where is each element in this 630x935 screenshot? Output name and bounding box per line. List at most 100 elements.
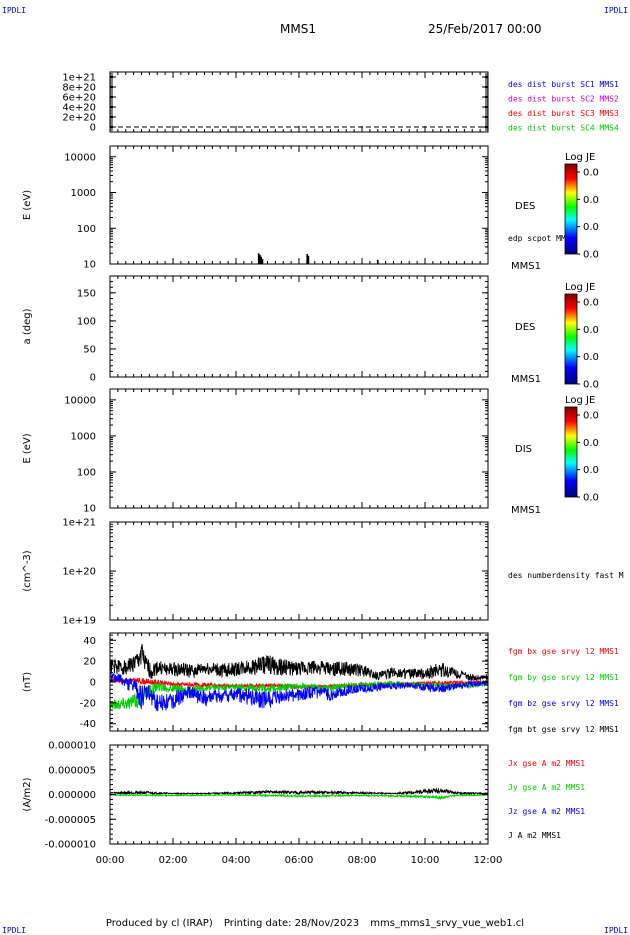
y-axis-label: E (eV) (22, 190, 33, 220)
legend-entry: des dist burst SC2 MMS2 (508, 95, 619, 104)
y-tick-label: 1e+21 (62, 73, 96, 84)
y-axis-label: E (eV) (22, 433, 33, 463)
y-tick-label: -20 (80, 698, 96, 709)
panel-des-pitch: 0 50 100 150 a (deg) DES MMS1 Log JE 0.0 0.0 0.0 0.… (22, 275, 599, 391)
x-tick-label: 00:00 (96, 855, 125, 866)
panel-frame (109, 145, 489, 265)
panel-frame (109, 275, 489, 378)
colorbar-tick-label: 0.0 (583, 438, 599, 449)
y-tick-label: 0.000000 (48, 790, 96, 801)
series-fgm-bz-gse-srvy-l2-mms1 (110, 672, 488, 712)
spacecraft-title: MMS1 (280, 22, 316, 36)
legend-entry: fgm bt gse srvy l2 MMS1 (508, 725, 619, 734)
y-tick-label: 100 (77, 467, 96, 478)
x-tick-label: 12:00 (474, 855, 503, 866)
y-tick-label: 10000 (64, 395, 96, 406)
y-tick-label: 50 (83, 344, 96, 355)
panel-des-energy: 10 100 1000 10000 E (eV) DES edp scpot MMS1 MMS… (22, 145, 599, 272)
panel-frame (109, 388, 489, 509)
footer-product: mms_mms1_srvy_vue_web1.cl (370, 918, 525, 929)
corner-label-bottom-right: IPDLI (604, 926, 629, 935)
instrument-label: DIS (515, 444, 532, 455)
panel-des-energy-data (257, 253, 379, 264)
y-tick-label: 0.000005 (48, 765, 96, 776)
legend-entry: edp scpot MMS1 (508, 234, 576, 243)
legend-entry: fgm bz gse srvy l2 MMS1 (508, 699, 619, 708)
legend-entry: des dist burst SC3 MMS3 (508, 109, 619, 118)
y-axis-label: (A/m2) (22, 777, 33, 811)
instrument-label: DES (515, 322, 535, 333)
colorbar (564, 163, 578, 255)
mms-label: MMS1 (511, 505, 541, 516)
footer: Produced by cl (IRAP) Printing date: 28/… (0, 918, 630, 929)
y-tick-label: 0 (90, 373, 96, 384)
colorbar-tick-label: 0.0 (583, 298, 599, 309)
colorbar-tick-label: 0.0 (583, 380, 599, 391)
y-tick-label: 4e+20 (62, 103, 96, 114)
y-tick-label: 1e+20 (62, 567, 96, 578)
panel-fgm-data (110, 643, 488, 712)
footer-printing-date: Printing date: 28/Nov/2023 (223, 918, 360, 929)
instrument-label: DES (515, 201, 535, 212)
date-title: 25/Feb/2017 00:00 (428, 22, 542, 36)
colorbar (564, 293, 578, 385)
legend-entry: des dist burst SC1 MMS1 (508, 80, 619, 89)
y-tick-label: 0 (90, 123, 96, 134)
y-tick-label: 6e+20 (62, 93, 96, 104)
y-tick-label: 10 (83, 504, 96, 515)
y-tick-label: 1000 (71, 431, 96, 442)
panel-density: 1e+19 1e+20 1e+21 (cm^-3) des numberdensity … (22, 518, 624, 627)
colorbar-tick-label: 0.0 (583, 168, 599, 179)
y-tick-label: 10000 (64, 152, 96, 163)
x-tick-label: 08:00 (348, 855, 377, 866)
colorbar-title: Log JE (565, 282, 595, 293)
y-axis-label: (nT) (22, 672, 33, 692)
corner-label-top-right: IPDLI (604, 6, 629, 15)
colorbar-tick-label: 0.0 (583, 465, 599, 476)
y-tick-label: 20 (83, 657, 96, 668)
x-tick-label: 04:00 (222, 855, 251, 866)
legend-entry: Jz gse A m2 MMS1 (508, 807, 585, 816)
legend-entry: des dist burst SC4 MMS4 (508, 124, 619, 133)
y-tick-label: 2e+20 (62, 113, 96, 124)
y-tick-label: -0.000010 (45, 840, 96, 851)
x-tick-label: 06:00 (285, 855, 314, 866)
y-tick-label: 0 (90, 678, 96, 689)
panel-frame (109, 71, 489, 133)
panel-fgm: -40 -20 0 20 40 (nT) fgm bx gse srvy l2 MMS1 fg… (22, 632, 619, 734)
y-tick-label: 1e+19 (62, 616, 96, 627)
y-tick-label: 0.000010 (48, 741, 96, 752)
colorbar-tick-label: 0.0 (583, 493, 599, 504)
legend-entry: des numberdensity fast M (508, 571, 624, 580)
y-tick-label: 1e+21 (62, 518, 96, 529)
panel-current: -0.000010 -0.000005 0.000000 0.000005 0.0000… (22, 741, 585, 867)
x-tick-label: 10:00 (411, 855, 440, 866)
y-tick-label: 40 (83, 636, 96, 647)
y-tick-label: 1000 (71, 188, 96, 199)
colorbar-tick-label: 0.0 (583, 325, 599, 336)
legend-entry: fgm bx gse srvy l2 MMS1 (508, 647, 619, 656)
mms-label: MMS1 (511, 261, 541, 272)
series-jy-gse-a-m2-mms1 (110, 793, 488, 801)
legend-entry: Jy gse A m2 MMS1 (508, 783, 585, 792)
y-axis-label: a (deg) (22, 308, 33, 344)
legend-entry: J A m2 MMS1 (508, 831, 561, 840)
panel-frame (109, 521, 489, 621)
colorbar-tick-label: 0.0 (583, 250, 599, 261)
legend-entry: Jx gse A m2 MMS1 (508, 759, 585, 768)
panel-frame (109, 744, 489, 845)
footer-produced-by: Produced by cl (IRAP) (105, 918, 213, 929)
y-axis-label: (cm^-3) (22, 550, 33, 591)
colorbar (564, 406, 578, 498)
y-tick-label: 100 (77, 224, 96, 235)
y-tick-label: 10 (83, 260, 96, 271)
legend-entry: fgm by gse srvy l2 MMS1 (508, 673, 619, 682)
y-tick-label: 100 (77, 316, 96, 327)
y-tick-label: 150 (77, 288, 96, 299)
corner-label-top-left: IPDLI (2, 6, 27, 15)
colorbar-tick-label: 0.0 (583, 352, 599, 363)
panel-current-data (110, 787, 488, 801)
mms-label: MMS1 (511, 374, 541, 385)
